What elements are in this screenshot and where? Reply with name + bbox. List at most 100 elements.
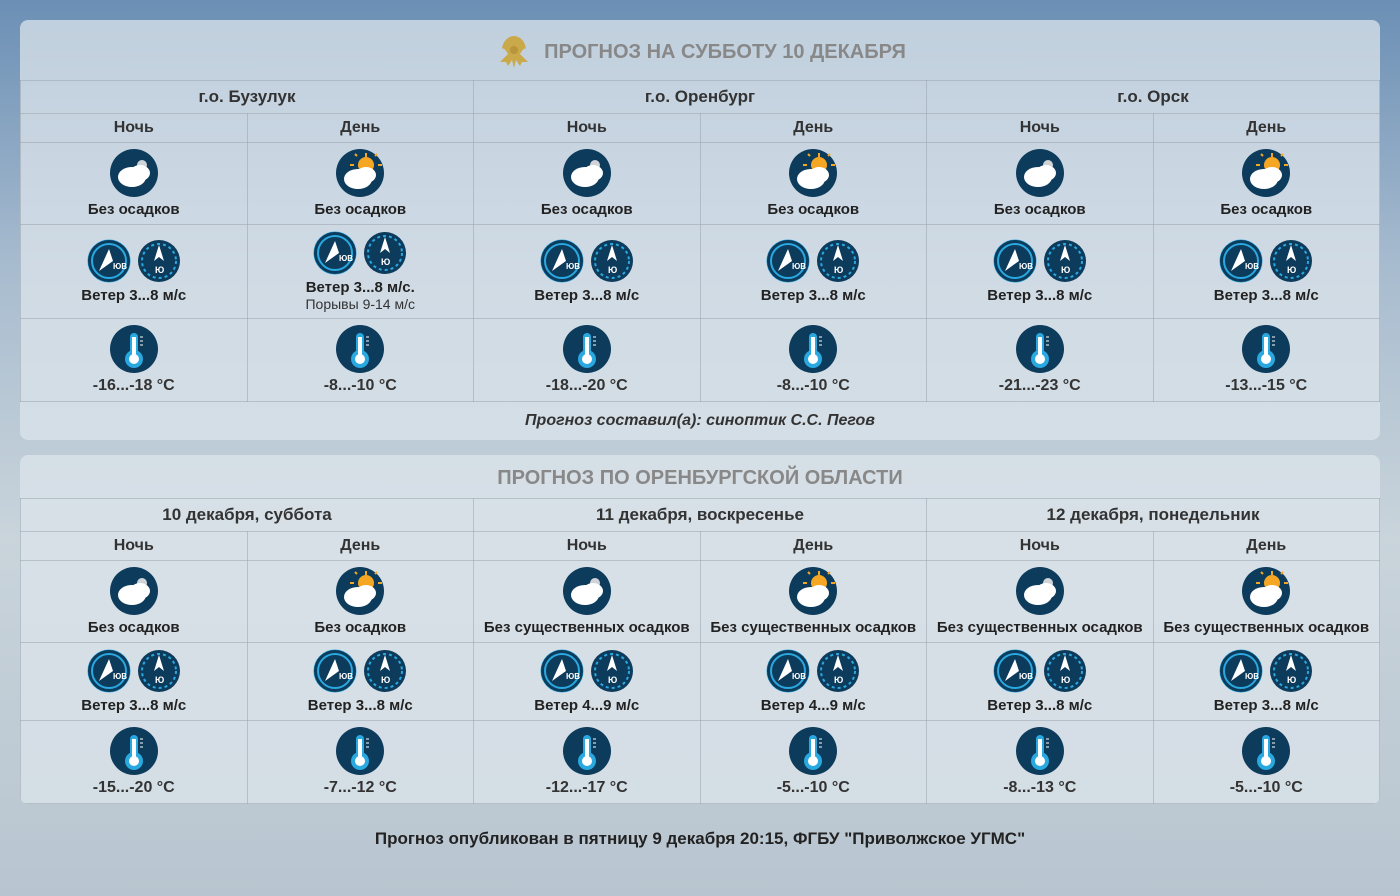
- wind-direction-icon: [993, 239, 1037, 283]
- wind-direction-icon: [766, 239, 810, 283]
- wind-cell: Ветер 3...8 м/с: [927, 643, 1154, 721]
- thermometer-icon: [1242, 727, 1290, 775]
- wind-cell: Ветер 4...9 м/с: [474, 643, 701, 721]
- wind-cell: Ветер 4...9 м/с: [700, 643, 927, 721]
- sky-icon: [1016, 149, 1064, 197]
- temp-label: -8...-10 °C: [705, 377, 923, 395]
- precip-cell: Без осадков: [21, 561, 248, 643]
- wind-label: Ветер 3...8 м/с: [705, 287, 923, 304]
- precip-label: Без осадков: [252, 619, 470, 636]
- sky-icon: [1016, 567, 1064, 615]
- precip-label: Без существенных осадков: [705, 619, 923, 636]
- wind-cell: Ветер 3...8 м/с: [927, 225, 1154, 319]
- city-header: г.о. Оренбург: [474, 81, 927, 114]
- daypart-header: День: [1153, 532, 1380, 561]
- precip-cell: Без существенных осадков: [927, 561, 1154, 643]
- temp-cell: -5...-10 °C: [1153, 721, 1380, 804]
- sky-icon: [1242, 149, 1290, 197]
- wind-label: Ветер 3...8 м/с: [931, 697, 1149, 714]
- precip-cell: Без осадков: [700, 143, 927, 225]
- daypart-header: День: [247, 532, 474, 561]
- panel2-title: ПРОГНОЗ ПО ОРЕНБУРГСКОЙ ОБЛАСТИ: [20, 455, 1380, 498]
- thermometer-icon: [110, 727, 158, 775]
- wind-cell: Ветер 3...8 м/с: [1153, 643, 1380, 721]
- precip-cell: Без существенных осадков: [1153, 561, 1380, 643]
- daypart-header: Ночь: [927, 114, 1154, 143]
- thermometer-icon: [1016, 325, 1064, 373]
- temp-cell: -15...-20 °C: [21, 721, 248, 804]
- wind-label: Ветер 3...8 м/с.: [252, 279, 470, 296]
- sky-icon: [789, 567, 837, 615]
- precip-label: Без осадков: [252, 201, 470, 218]
- thermometer-icon: [1016, 727, 1064, 775]
- forecast-region-panel: ПРОГНОЗ ПО ОРЕНБУРГСКОЙ ОБЛАСТИ 10 декаб…: [20, 455, 1380, 804]
- temp-label: -18...-20 °C: [478, 377, 696, 395]
- wind-compass-icon: [137, 649, 181, 693]
- wind-cell: Ветер 3...8 м/с: [247, 643, 474, 721]
- precip-label: Без существенных осадков: [478, 619, 696, 636]
- thermometer-icon: [563, 325, 611, 373]
- temp-label: -13...-15 °C: [1158, 377, 1376, 395]
- daypart-header: Ночь: [21, 114, 248, 143]
- wind-compass-icon: [590, 239, 634, 283]
- daypart-header: Ночь: [474, 532, 701, 561]
- precip-label: Без осадков: [1158, 201, 1376, 218]
- wind-compass-icon: [363, 231, 407, 275]
- daypart-header: День: [247, 114, 474, 143]
- wind-direction-icon: [766, 649, 810, 693]
- wind-label: Ветер 3...8 м/с: [1158, 697, 1376, 714]
- temp-cell: -13...-15 °C: [1153, 319, 1380, 402]
- wind-label: Ветер 3...8 м/с: [252, 697, 470, 714]
- wind-compass-icon: [1043, 239, 1087, 283]
- wind-compass-icon: [816, 239, 860, 283]
- wind-compass-icon: [590, 649, 634, 693]
- wind-compass-icon: [1043, 649, 1087, 693]
- thermometer-icon: [1242, 325, 1290, 373]
- precip-cell: Без существенных осадков: [700, 561, 927, 643]
- wind-compass-icon: [816, 649, 860, 693]
- temp-cell: -8...-10 °C: [700, 319, 927, 402]
- wind-label: Ветер 3...8 м/с: [1158, 287, 1376, 304]
- wind-cell: Ветер 3...8 м/с: [21, 643, 248, 721]
- wind-label: Ветер 4...9 м/с: [705, 697, 923, 714]
- sky-icon: [336, 149, 384, 197]
- temp-cell: -18...-20 °C: [474, 319, 701, 402]
- sky-icon: [336, 567, 384, 615]
- wind-cell: Ветер 3...8 м/с: [474, 225, 701, 319]
- temp-label: -8...-10 °C: [252, 377, 470, 395]
- wind-label: Ветер 3...8 м/с: [25, 697, 243, 714]
- temp-cell: -7...-12 °C: [247, 721, 474, 804]
- precip-cell: Без существенных осадков: [474, 561, 701, 643]
- thermometer-icon: [563, 727, 611, 775]
- wind-direction-icon: [313, 231, 357, 275]
- thermometer-icon: [789, 727, 837, 775]
- precip-label: Без осадков: [478, 201, 696, 218]
- forecast-cities-panel: ПРОГНОЗ НА СУББОТУ 10 ДЕКАБРЯ г.о. Бузул…: [20, 20, 1380, 440]
- temp-cell: -8...-10 °C: [247, 319, 474, 402]
- temp-label: -5...-10 °C: [1158, 779, 1376, 797]
- temp-label: -15...-20 °C: [25, 779, 243, 797]
- forecast-author: Прогноз составил(а): синоптик С.С. Пегов: [20, 402, 1380, 440]
- sky-icon: [789, 149, 837, 197]
- precip-label: Без осадков: [705, 201, 923, 218]
- daypart-header: День: [700, 532, 927, 561]
- wind-compass-icon: [137, 239, 181, 283]
- precip-label: Без существенных осадков: [931, 619, 1149, 636]
- panel1-title-row: ПРОГНОЗ НА СУББОТУ 10 ДЕКАБРЯ: [20, 20, 1380, 80]
- date-header: 11 декабря, воскресенье: [474, 499, 927, 532]
- wind-direction-icon: [540, 239, 584, 283]
- precip-label: Без осадков: [931, 201, 1149, 218]
- emblem-icon: [494, 32, 534, 72]
- temp-label: -16...-18 °C: [25, 377, 243, 395]
- precip-cell: Без осадков: [474, 143, 701, 225]
- wind-label: Ветер 3...8 м/с: [25, 287, 243, 304]
- sky-icon: [563, 567, 611, 615]
- wind-direction-icon: [1219, 239, 1263, 283]
- precip-cell: Без осадков: [247, 561, 474, 643]
- daypart-header: День: [1153, 114, 1380, 143]
- precip-cell: Без осадков: [1153, 143, 1380, 225]
- sky-icon: [1242, 567, 1290, 615]
- temp-label: -8...-13 °C: [931, 779, 1149, 797]
- wind-cell: Ветер 3...8 м/с: [1153, 225, 1380, 319]
- wind-cell: Ветер 3...8 м/с: [700, 225, 927, 319]
